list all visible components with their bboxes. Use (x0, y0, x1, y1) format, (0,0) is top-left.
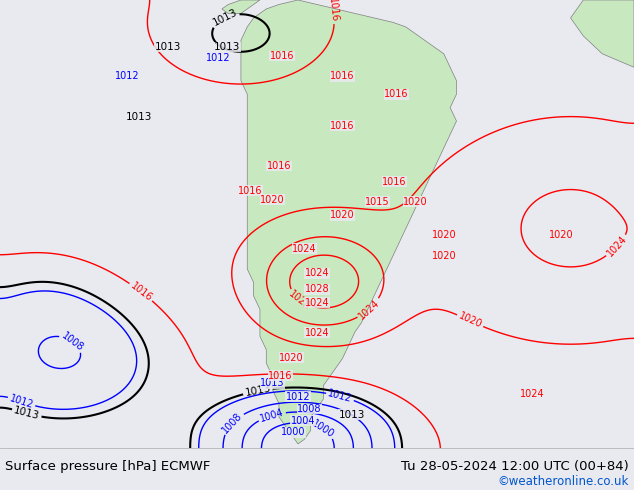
Text: 1012: 1012 (8, 393, 35, 410)
Text: 1012: 1012 (115, 71, 139, 81)
Text: 1020: 1020 (549, 230, 573, 241)
Text: 1016: 1016 (330, 71, 354, 81)
Text: Tu 28-05-2024 12:00 UTC (00+84): Tu 28-05-2024 12:00 UTC (00+84) (401, 460, 629, 473)
Text: 1024: 1024 (305, 297, 329, 308)
Text: 1024: 1024 (305, 269, 329, 278)
Text: 1013: 1013 (339, 410, 365, 420)
Text: 1020: 1020 (457, 311, 483, 330)
Text: 1015: 1015 (365, 197, 389, 207)
Text: 1000: 1000 (281, 427, 305, 437)
Text: 1016: 1016 (128, 280, 154, 303)
Text: 1024: 1024 (521, 389, 545, 399)
Text: ©weatheronline.co.uk: ©weatheronline.co.uk (498, 474, 629, 488)
Text: 1013: 1013 (13, 405, 41, 421)
Text: 1028: 1028 (287, 289, 313, 312)
Text: 1020: 1020 (403, 197, 427, 207)
Text: 1008: 1008 (297, 404, 321, 414)
Text: 1020: 1020 (432, 250, 456, 261)
Text: 1000: 1000 (309, 418, 336, 440)
Text: 1024: 1024 (357, 297, 382, 321)
Text: 1020: 1020 (280, 353, 304, 363)
Text: 1004: 1004 (291, 416, 315, 425)
Text: Surface pressure [hPa] ECMWF: Surface pressure [hPa] ECMWF (5, 460, 210, 473)
Text: 1008: 1008 (60, 330, 85, 353)
Polygon shape (222, 0, 260, 13)
Text: 1013: 1013 (214, 42, 240, 52)
Text: 1020: 1020 (432, 230, 456, 241)
Text: 1020: 1020 (261, 195, 285, 204)
Text: 1013: 1013 (244, 384, 272, 398)
Text: 1016: 1016 (330, 121, 354, 130)
Text: 1016: 1016 (270, 51, 294, 61)
Text: 1016: 1016 (384, 89, 408, 99)
Text: 1016: 1016 (268, 371, 292, 381)
Text: 1016: 1016 (267, 161, 291, 171)
Text: 1013: 1013 (211, 7, 239, 28)
Polygon shape (571, 0, 634, 67)
Text: 1016: 1016 (238, 186, 262, 196)
Text: 1004: 1004 (259, 407, 285, 424)
Text: 1008: 1008 (221, 411, 245, 435)
Text: 1016: 1016 (382, 176, 406, 187)
Text: 1012: 1012 (286, 392, 310, 402)
Text: 1013: 1013 (261, 378, 285, 389)
Text: 1016: 1016 (327, 0, 339, 23)
Text: 1013: 1013 (155, 42, 181, 52)
Text: 1028: 1028 (305, 284, 329, 294)
Text: 1013: 1013 (126, 112, 153, 122)
Text: 1024: 1024 (305, 328, 329, 338)
Text: 1012: 1012 (207, 53, 231, 63)
Text: 1024: 1024 (292, 244, 316, 254)
Text: 1024: 1024 (605, 234, 629, 259)
Text: 1020: 1020 (330, 210, 354, 220)
Text: 1012: 1012 (327, 388, 353, 404)
Polygon shape (241, 0, 456, 444)
